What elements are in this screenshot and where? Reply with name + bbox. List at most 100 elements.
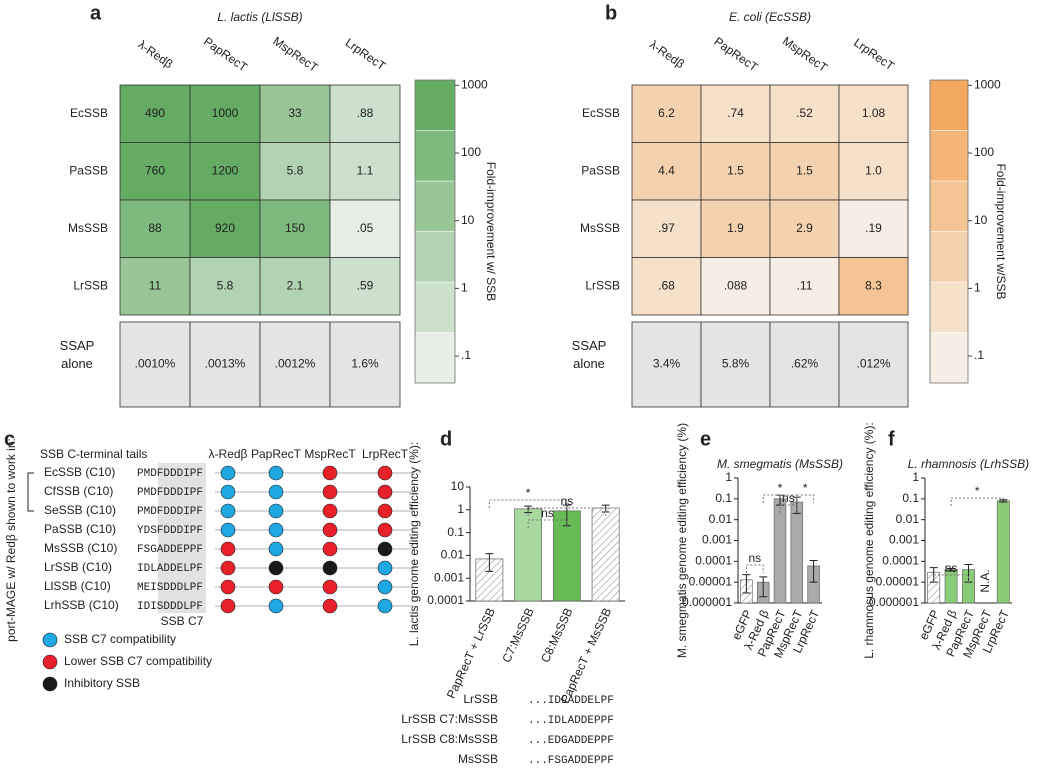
- compatibility-dot: [377, 503, 393, 519]
- heatmap-cell: [329, 199, 401, 258]
- heatmap-cell: [189, 84, 261, 143]
- heatmap-cell: [631, 84, 702, 143]
- chart-title: L. lactis (LlSSB): [217, 10, 302, 24]
- row-label: MsSSB: [580, 221, 620, 235]
- error-bar: [485, 553, 494, 572]
- x-tick-label: PapRecT + LrSSB: [444, 606, 498, 701]
- cell-label: 11: [149, 278, 162, 292]
- row-name: LrhSSB (C10): [44, 598, 119, 612]
- y-tick-label: 0.0001: [882, 554, 919, 568]
- alone-cell: [838, 321, 909, 408]
- significance-bracket: [950, 497, 1004, 506]
- row-tail: YDSFDDDIPF: [137, 525, 203, 537]
- significance-bracket: [779, 504, 798, 513]
- row-tail: PMDFDDDIPF: [137, 487, 203, 499]
- y-tick-label: 0.01: [441, 548, 465, 562]
- cell-label: 1.1: [357, 163, 374, 177]
- compatibility-dot: [220, 560, 236, 576]
- heatmap-cell: [838, 199, 909, 258]
- legend-label: Lower SSB C7 compatibility: [64, 654, 212, 668]
- significance-label: ns: [541, 506, 554, 520]
- construct-name: LrSSB C8:MsSSB: [401, 732, 498, 746]
- compatibility-dot: [268, 522, 284, 538]
- significance-bracket: [745, 564, 764, 573]
- compatibility-dot: [377, 598, 393, 614]
- heatmap-cell: [631, 199, 702, 258]
- compatibility-dot: [377, 484, 393, 500]
- cell-label: 1.5: [796, 163, 813, 177]
- compatibility-dot: [377, 560, 393, 576]
- cell-label: 2.9: [796, 221, 813, 235]
- compatibility-dot: [220, 503, 236, 519]
- y-tick-label: 10: [451, 479, 465, 493]
- panel-label: c: [4, 428, 15, 450]
- row-name: EcSSB (C10): [44, 465, 115, 479]
- row-tail: PMDFDDDIPF: [137, 506, 203, 518]
- row-label: PaSSB: [69, 163, 108, 177]
- compatibility-dot: [268, 503, 284, 519]
- chart-title: L. rhamnosis (LrhSSB): [908, 457, 1029, 471]
- bar: [773, 498, 787, 604]
- compatibility-dot: [377, 541, 393, 557]
- significance-label: ns: [561, 494, 574, 508]
- heatmap-cell: [119, 257, 191, 316]
- alone-value-label: 3.4%: [653, 357, 681, 371]
- row-label: MsSSB: [68, 221, 108, 235]
- colorbar-label: Fold-improvement w/SSB: [994, 163, 1008, 299]
- compatibility-dot: [377, 579, 393, 595]
- colorbar-band: [414, 281, 456, 333]
- y-tick-label: 0.00001: [689, 574, 733, 588]
- legend-marker: [42, 632, 58, 648]
- significance-label: ns: [748, 551, 761, 565]
- y-tick-label: 0.0001: [427, 593, 464, 607]
- compatibility-dot: [322, 598, 338, 614]
- compatibility-dot: [322, 503, 338, 519]
- value-label: N.A.: [978, 569, 992, 592]
- row-label: PaSSB: [581, 163, 620, 177]
- alone-cell: [189, 321, 261, 408]
- colorbar-tick-label: 10: [461, 213, 475, 227]
- significance-bracket: [796, 494, 815, 503]
- panel-label: e: [700, 428, 711, 450]
- alone-value-label: .0010%: [135, 357, 176, 371]
- compatibility-dot: [220, 522, 236, 538]
- c7-region: [158, 463, 206, 613]
- heatmap-cell: [329, 142, 401, 201]
- construct-name: LrSSB: [463, 692, 498, 706]
- significance-bracket: [933, 574, 969, 583]
- significance-bracket: [527, 507, 607, 516]
- cell-label: 1.9: [727, 221, 744, 235]
- colorbar-tick-label: 1000: [461, 78, 488, 92]
- alone-value-label: 5.8%: [722, 357, 750, 371]
- cell-label: .68: [658, 278, 675, 292]
- construct-name: MsSSB: [458, 752, 498, 766]
- y-tick-label: 0.01: [709, 512, 733, 526]
- colorbar-frame: [414, 79, 456, 384]
- row-tail: IDLADDELPF: [137, 563, 203, 575]
- colorbar-band: [414, 130, 456, 182]
- cell-label: .88: [357, 106, 374, 120]
- bar: [790, 501, 804, 604]
- y-axis-label: L. rhamnosus genome editing efficiency (…: [862, 422, 876, 659]
- colorbar-frame: [929, 79, 969, 384]
- alone-value-label: .0013%: [205, 357, 246, 371]
- error-bar: [742, 574, 751, 594]
- alone-cell: [700, 321, 771, 408]
- significance-label: ns: [945, 561, 958, 575]
- y-tick-label: 1: [912, 470, 919, 484]
- compatibility-dot: [322, 579, 338, 595]
- cell-label: 1.5: [727, 163, 744, 177]
- column-label: MspRecT: [304, 447, 356, 461]
- colorbar-band: [414, 79, 456, 131]
- heatmap-cell: [700, 142, 771, 201]
- row-tail: MEISDDDLPF: [137, 582, 203, 594]
- colorbar-tick-label: 1: [461, 281, 468, 295]
- cell-label: 5.8: [287, 163, 304, 177]
- cell-label: .74: [727, 106, 744, 120]
- alone-cell: [769, 321, 840, 408]
- cell-label: 1000: [212, 106, 239, 120]
- colorbar-band: [929, 281, 969, 333]
- alone-label: SSAP alone: [59, 338, 95, 371]
